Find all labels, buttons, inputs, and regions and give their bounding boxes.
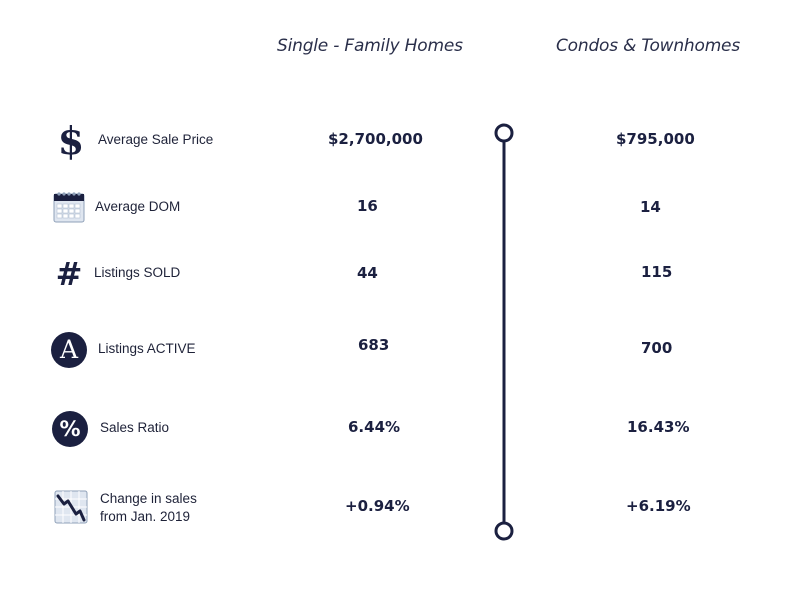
calendar-icon-graphic: [53, 192, 85, 223]
timeline-top-node: [494, 123, 514, 143]
percent-icon: %: [52, 411, 88, 447]
row-label-listings-active: Listings ACTIVE: [98, 341, 196, 356]
column-header-single-family: Single - Family Homes: [277, 36, 463, 56]
value-condo-listings-active: 700: [641, 339, 673, 357]
row-label-change-in-sales: Change in sales from Jan. 2019: [100, 490, 197, 526]
row-label-change-in-sales-line1: Change in sales: [100, 491, 197, 506]
value-sf-average-sale-price: $2,700,000: [328, 130, 423, 148]
row-label-listings-sold: Listings SOLD: [94, 265, 181, 280]
declining-chart-icon: [54, 490, 88, 524]
timeline-divider: [494, 123, 514, 541]
row-label-average-dom: Average DOM: [95, 199, 181, 214]
declining-chart-graphic: [54, 490, 88, 524]
row-label-average-sale-price: Average Sale Price: [98, 132, 214, 147]
value-sf-change-in-sales: +0.94%: [345, 497, 410, 515]
value-sf-sales-ratio: 6.44%: [348, 418, 401, 436]
value-condo-change-in-sales: +6.19%: [626, 497, 691, 515]
timeline-bottom-node: [494, 521, 514, 541]
value-condo-sales-ratio: 16.43%: [627, 418, 690, 436]
letter-a-icon: A: [51, 332, 87, 368]
row-label-change-in-sales-line2: from Jan. 2019: [100, 509, 191, 524]
value-sf-listings-sold: 44: [357, 264, 378, 282]
value-condo-listings-sold: 115: [641, 263, 673, 281]
letter-a-glyph: A: [59, 335, 79, 364]
value-condo-average-sale-price: $795,000: [616, 130, 695, 148]
hash-glyph: #: [55, 255, 83, 293]
hash-icon: #: [52, 257, 86, 291]
calendar-icon: [52, 190, 86, 224]
row-label-sales-ratio: Sales Ratio: [100, 420, 170, 435]
value-sf-average-dom: 16: [357, 197, 378, 215]
dollar-glyph: $: [57, 118, 85, 163]
value-condo-average-dom: 14: [640, 198, 661, 216]
value-sf-listings-active: 683: [358, 336, 390, 354]
dollar-sign-icon: $: [54, 122, 88, 160]
percent-glyph: %: [59, 417, 81, 441]
column-header-condos: Condos & Townhomes: [556, 36, 740, 56]
